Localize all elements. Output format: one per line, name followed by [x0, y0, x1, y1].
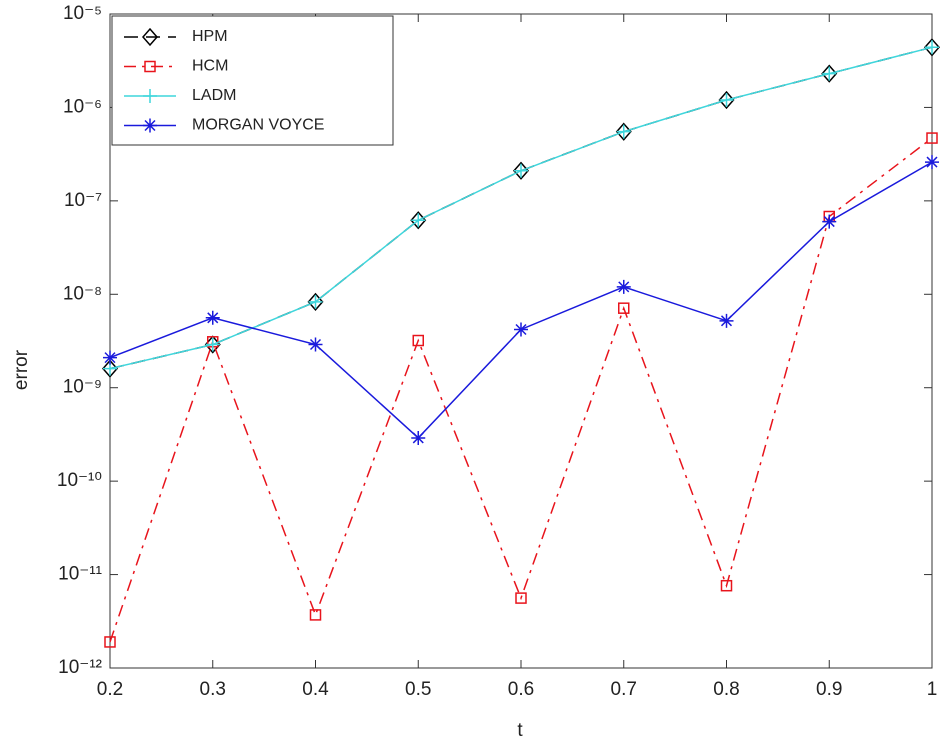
y-tick-label: 10⁻¹²	[58, 657, 102, 678]
marker	[205, 337, 220, 352]
marker	[205, 310, 220, 325]
marker	[618, 302, 630, 314]
y-tick-label: 10⁻⁸	[63, 283, 102, 304]
x-tick-label: 0.3	[200, 679, 226, 700]
marker	[924, 38, 940, 57]
x-tick-label: 0.7	[611, 679, 637, 700]
marker	[822, 214, 837, 229]
marker	[514, 322, 528, 337]
marker	[412, 334, 424, 347]
marker	[308, 337, 323, 352]
marker	[142, 27, 158, 47]
marker	[616, 279, 631, 294]
marker	[821, 64, 838, 83]
x-tick-label: 0.4	[302, 679, 329, 700]
x-axis-label: t	[517, 720, 523, 741]
marker	[144, 60, 156, 73]
marker	[513, 161, 529, 180]
legend: HPM HCM LADM MORGAN VOYCE	[111, 15, 394, 146]
marker	[104, 636, 116, 648]
marker	[309, 609, 322, 621]
series-line	[109, 161, 933, 439]
marker	[615, 122, 632, 141]
series-line	[109, 137, 933, 643]
marker	[307, 292, 324, 311]
y-tick-label: 10⁻⁹	[63, 377, 102, 398]
marker	[720, 579, 733, 592]
y-tick-label: 10⁻⁶	[63, 96, 102, 117]
marker	[103, 350, 117, 365]
y-axis-label: error	[11, 349, 32, 390]
marker	[925, 155, 939, 170]
x-tick-label: 0.8	[713, 679, 739, 700]
legend-label: HPM	[192, 28, 228, 45]
x-tick-label: 0.5	[405, 679, 431, 700]
y-tick-label: 10⁻⁵	[63, 3, 102, 24]
x-tick-label: 1	[927, 679, 938, 700]
marker	[719, 93, 734, 108]
marker	[515, 592, 527, 604]
legend-label: MORGAN VOYCE	[192, 117, 324, 134]
marker	[102, 359, 118, 378]
marker	[143, 118, 157, 133]
marker	[616, 124, 631, 139]
y-tick-label: 10⁻⁷	[64, 190, 102, 211]
marker	[308, 294, 323, 309]
marker	[822, 66, 837, 81]
marker	[718, 90, 735, 110]
y-tick-label: 10⁻¹¹	[58, 564, 102, 585]
marker	[143, 89, 157, 103]
marker	[411, 430, 426, 445]
x-tick-label: 0.6	[508, 679, 534, 700]
marker	[926, 132, 938, 144]
legend-label: HCM	[192, 58, 228, 75]
y-tick-label: 10⁻¹⁰	[57, 470, 102, 491]
marker	[925, 40, 939, 55]
marker	[514, 163, 528, 178]
legend-label: LADM	[192, 87, 236, 104]
marker	[411, 213, 426, 228]
marker	[719, 313, 734, 328]
x-tick-label: 0.9	[816, 679, 842, 700]
x-tick-label: 0.2	[97, 679, 123, 700]
